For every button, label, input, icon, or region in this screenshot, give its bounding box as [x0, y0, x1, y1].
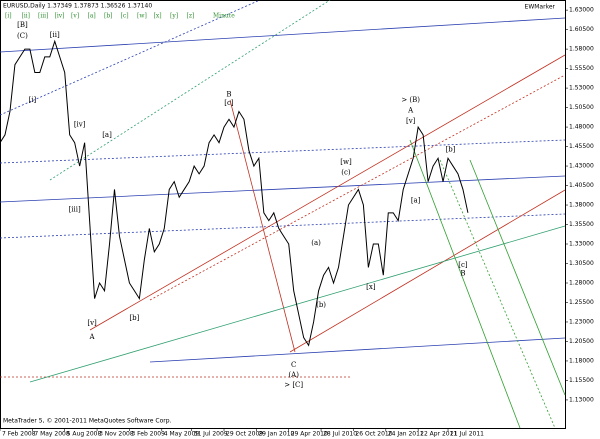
wave-label: [v]	[406, 117, 416, 125]
degree-button[interactable]: Minute	[213, 13, 235, 20]
trend-line	[289, 189, 566, 353]
wave-toolbar: [i] [ii] [iii] [iv] [v] [a] [b] [c] [w] [x] [y] [z]…	[5, 13, 235, 20]
y-tick-label: 1.53000	[569, 85, 594, 92]
wave-label: [b]	[129, 314, 139, 322]
wave-button[interactable]: [a]	[88, 13, 96, 20]
trend-lines	[0, 0, 566, 429]
y-tick-label: 1.30500	[569, 260, 594, 267]
trend-line	[49, 0, 331, 181]
x-tick-label: 4 May 2009	[164, 431, 199, 438]
chart-title: EURUSD,Daily 1.37349 1.37873 1.36526 1.3…	[3, 3, 152, 10]
wave-label: [iii]	[69, 206, 81, 214]
wave-label: [ii]	[50, 31, 60, 39]
y-tick-label: 1.40500	[569, 182, 594, 189]
wave-label: [c]	[224, 99, 234, 107]
y-tick-label: 1.28000	[569, 279, 594, 286]
wave-label: [c]	[458, 261, 468, 269]
wave-label: [B]	[17, 21, 28, 29]
wave-label: B	[460, 270, 465, 278]
wave-label: (A)	[288, 371, 299, 379]
wave-label: A	[89, 333, 96, 341]
wave-label: (a)	[311, 239, 321, 247]
wave-label: [a]	[102, 131, 112, 139]
wave-button[interactable]: [i]	[5, 13, 12, 20]
y-tick-label: 1.43000	[569, 163, 594, 170]
y-tick-label: 1.45500	[569, 143, 594, 150]
trend-line	[29, 225, 566, 383]
wave-label: [v]	[87, 319, 97, 327]
x-tick-label: 29 Apr 2010	[291, 431, 328, 438]
x-tick-label: 31 Jul 2009	[194, 431, 228, 438]
trend-line	[0, 17, 566, 53]
trend-line	[0, 0, 261, 116]
trend-line	[0, 175, 566, 203]
y-tick-label: 1.38000	[569, 202, 594, 209]
y-tick-label: 1.58000	[569, 46, 594, 53]
trend-line	[89, 54, 566, 331]
y-tick-label: 1.15500	[569, 377, 594, 384]
trend-line	[469, 159, 566, 396]
y-tick-label: 1.25500	[569, 299, 594, 306]
wave-label: [iv]	[74, 121, 86, 129]
trend-line	[229, 99, 296, 353]
x-tick-label: 24 Jan 2011	[388, 431, 424, 438]
y-tick-label: 1.63000	[569, 7, 594, 14]
wave-button[interactable]: [c]	[121, 13, 129, 20]
trend-line	[149, 337, 566, 363]
y-tick-label: 1.20500	[569, 338, 594, 345]
wave-button[interactable]: [iii]	[38, 13, 48, 20]
y-tick-label: 1.55500	[569, 65, 594, 72]
price-line	[0, 39, 469, 347]
x-tick-label: 21 Jul 2011	[450, 431, 484, 438]
y-tick-label: 1.48000	[569, 124, 594, 131]
plot-frame	[0, 0, 566, 429]
wave-button[interactable]: [ii]	[22, 13, 31, 20]
wave-label: > (B)	[401, 96, 420, 104]
wave-label: A	[407, 107, 414, 115]
trend-line	[439, 159, 556, 429]
wave-button[interactable]: [w]	[137, 13, 147, 20]
wave-label: [x]	[366, 283, 376, 291]
x-tick-label: 7 Feb 2008	[2, 431, 36, 438]
wave-label: (b)	[316, 301, 326, 309]
wave-button[interactable]: [iv]	[55, 13, 65, 20]
wave-button[interactable]: [v]	[71, 13, 79, 20]
wave-label: [b]	[446, 146, 456, 154]
x-tick-label: 29 Oct 2009	[226, 431, 263, 438]
y-tick-label: 1.60500	[569, 26, 594, 33]
x-tick-label: 22 Apr 2011	[420, 431, 457, 438]
y-tick-label: 1.13000	[569, 396, 594, 403]
x-tick-label: 3 Nov 2008	[99, 431, 134, 438]
y-tick-label: 1.35500	[569, 221, 594, 228]
y-tick-label: 1.23000	[569, 318, 594, 325]
y-tick-label: 1.18000	[569, 357, 594, 364]
wave-label: B	[226, 90, 231, 98]
footer: MetaTrader 5, © 2001-2011 MetaQuotes Sof…	[3, 418, 172, 425]
wave-button[interactable]: [y]	[170, 13, 178, 20]
wave-label: (c)	[341, 168, 351, 176]
wave-button[interactable]: [x]	[154, 13, 162, 20]
x-tick-label: 26 Oct 2010	[355, 431, 392, 438]
x-tick-label: 5 Aug 2008	[67, 431, 102, 438]
wave-button[interactable]: [z]	[187, 13, 195, 20]
y-tick-label: 1.50500	[569, 104, 594, 111]
y-tick-label: 1.33000	[569, 241, 594, 248]
x-tick-label: 7 May 2008	[34, 431, 69, 438]
x-tick-label: 29 Jan 2010	[258, 431, 294, 438]
x-tick-label: 3 Feb 2009	[131, 431, 165, 438]
wave-label: [a]	[411, 196, 421, 204]
wave-label: > [C]	[284, 381, 303, 389]
wave-label: [i]	[29, 96, 37, 104]
indicator-label: EWMarker	[525, 4, 556, 11]
trend-line	[409, 139, 521, 429]
trend-line	[149, 74, 566, 301]
wave-label: C	[291, 361, 296, 369]
wave-button[interactable]: [b]	[104, 13, 113, 20]
x-tick-label: 28 Jul 2010	[323, 431, 357, 438]
wave-label: [w]	[340, 158, 352, 166]
wave-label: (C)	[17, 32, 28, 40]
